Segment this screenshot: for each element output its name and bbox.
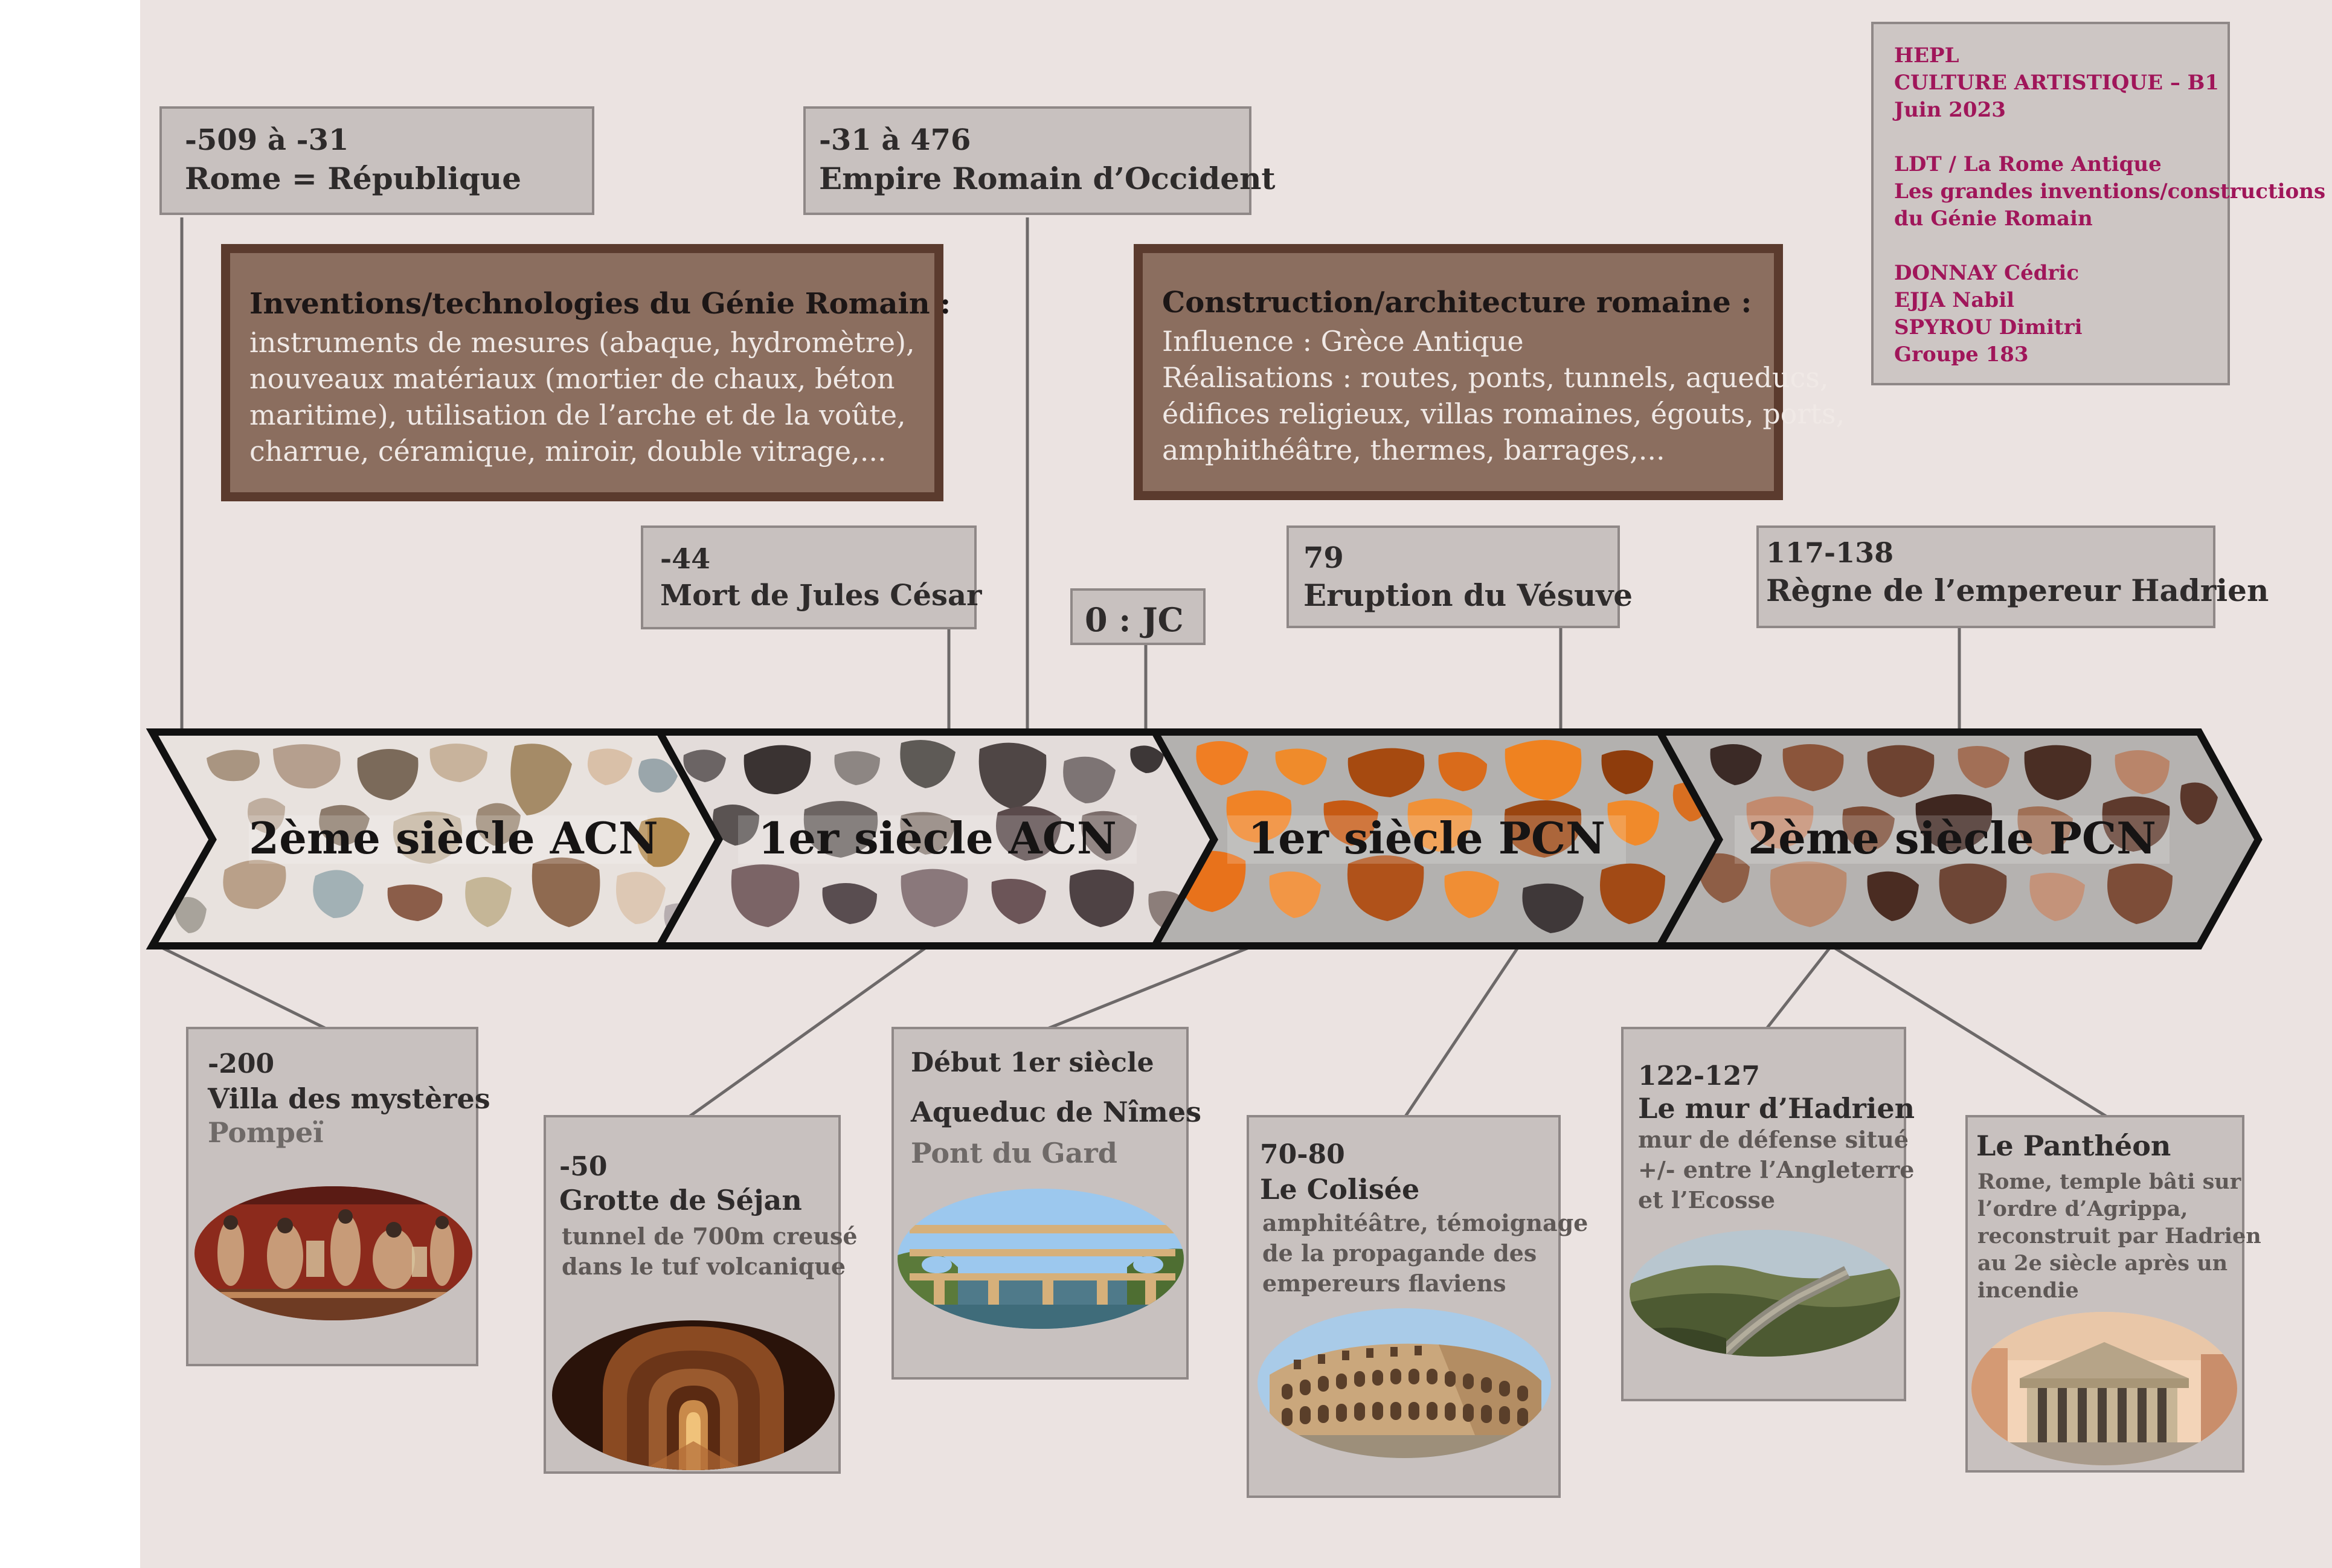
villa-fresco-image <box>194 1186 472 1320</box>
monument-pantheon-card: Le Panthéon Rome, temple bâti sur l’ordr… <box>1965 1115 2261 1473</box>
event-caesar-date: -44 <box>660 542 711 575</box>
period-republic-label: Rome = République <box>185 161 522 196</box>
monument-hadrian-wall-name: Le mur d’Hadrien <box>1638 1092 1915 1125</box>
event-caesar-box: -44 Mort de Jules César <box>641 525 981 629</box>
era-arrow-2 <box>660 732 1214 946</box>
event-vesuvius-date: 79 <box>1303 541 1344 575</box>
era-arrow-1 <box>152 732 719 946</box>
event-jc-box: 0 : JC <box>1070 588 1206 645</box>
credits-box: HEPL CULTURE ARTISTIQUE – B1 Juin 2023 L… <box>1871 22 2325 385</box>
monument-sejan-name: Grotte de Séjan <box>559 1184 802 1216</box>
monument-colisee-date: 70-80 <box>1260 1139 1345 1170</box>
monument-nimes-place: Pont du Gard <box>911 1137 1117 1169</box>
era-label-3: 1er siècle PCN <box>1248 812 1605 864</box>
monument-pantheon-name: Le Panthéon <box>1976 1129 2171 1162</box>
monument-colisee-desc: amphitéâtre, témoignage de la propagande… <box>1262 1209 1588 1297</box>
monument-villa-name: Villa des mystères <box>208 1082 490 1115</box>
monument-hadrian-wall-date: 122-127 <box>1638 1061 1760 1091</box>
era-arrow-4 <box>1660 732 2258 946</box>
monument-sejan-card: -50 Grotte de Séjan tunnel de 700m creus… <box>544 1115 858 1474</box>
pantheon-image <box>1971 1312 2237 1465</box>
monument-sejan-date: -50 <box>559 1151 608 1182</box>
inventions-box: Inventions/technologies du Génie Romain … <box>221 244 951 501</box>
event-hadrian-reign-box: 117-138 Règne de l’empereur Hadrien <box>1756 525 2269 628</box>
period-republic-box: -509 à -31 Rome = République <box>159 106 594 215</box>
monument-nimes-card: Début 1er siècle Aqueduc de Nîmes Pont d… <box>891 1027 1201 1380</box>
inventions-text: instruments de mesures (abaque, hydromèt… <box>249 326 915 468</box>
event-vesuvius-box: 79 Eruption du Vésuve <box>1286 525 1633 628</box>
period-empire-label: Empire Romain d’Occident <box>819 161 1276 196</box>
connector-lines <box>157 217 2107 1118</box>
architecture-text: Influence : Grèce Antique Réalisations :… <box>1162 325 1845 466</box>
event-jc-label: 0 : JC <box>1085 600 1184 639</box>
monument-pantheon-desc: Rome, temple bâti sur l’ordre d’Agrippa,… <box>1977 1169 2261 1303</box>
architecture-title: Construction/architecture romaine : <box>1162 286 1752 320</box>
monument-nimes-name: Aqueduc de Nîmes <box>911 1096 1202 1128</box>
event-hadrian-reign-date: 117-138 <box>1766 536 1894 569</box>
period-empire-dates: -31 à 476 <box>819 123 971 157</box>
inventions-title: Inventions/technologies du Génie Romain … <box>249 287 951 321</box>
monument-hadrian-wall-desc: mur de défense situé +/- entre l’Anglete… <box>1638 1126 1915 1213</box>
event-vesuvius-label: Eruption du Vésuve <box>1303 577 1633 613</box>
event-hadrian-reign-label: Règne de l’empereur Hadrien <box>1766 573 2269 608</box>
monument-colisee-name: Le Colisée <box>1260 1173 1420 1206</box>
era-label-1: 2ème siècle ACN <box>249 812 658 864</box>
pont-du-gard-image <box>898 1189 1184 1329</box>
sejan-tunnel-image <box>552 1320 835 1470</box>
era-arrow-outlines <box>146 728 2263 949</box>
monument-villa-date: -200 <box>208 1049 275 1079</box>
credits-text: HEPL CULTURE ARTISTIQUE – B1 Juin 2023 L… <box>1894 43 2326 367</box>
poster: 2ème siècle ACN 1er siècle ACN 1er siècl… <box>140 0 2332 1568</box>
timeline-graphic <box>146 217 2263 1118</box>
period-republic-dates: -509 à -31 <box>185 123 349 157</box>
monument-sejan-desc: tunnel de 700m creusé dans le tuf volcan… <box>562 1223 858 1280</box>
monument-villa-place: Pompeï <box>208 1116 324 1149</box>
period-empire-box: -31 à 476 Empire Romain d’Occident <box>803 106 1276 215</box>
architecture-box: Construction/architecture romaine : Infl… <box>1134 244 1845 500</box>
monument-villa-card: -200 Villa des mystères Pompeï <box>186 1027 490 1366</box>
colisee-image <box>1258 1308 1551 1458</box>
era-label-2: 1er siècle ACN <box>758 812 1117 864</box>
era-label-4: 2ème siècle PCN <box>1748 812 2156 864</box>
hadrian-wall-image <box>1630 1230 1900 1357</box>
monument-hadrian-wall-card: 122-127 Le mur d’Hadrien mur de défense … <box>1621 1027 1915 1401</box>
event-caesar-label: Mort de Jules César <box>660 579 982 612</box>
monument-colisee-card: 70-80 Le Colisée amphitéâtre, témoignage… <box>1247 1115 1588 1498</box>
monument-nimes-date: Début 1er siècle <box>911 1047 1154 1078</box>
